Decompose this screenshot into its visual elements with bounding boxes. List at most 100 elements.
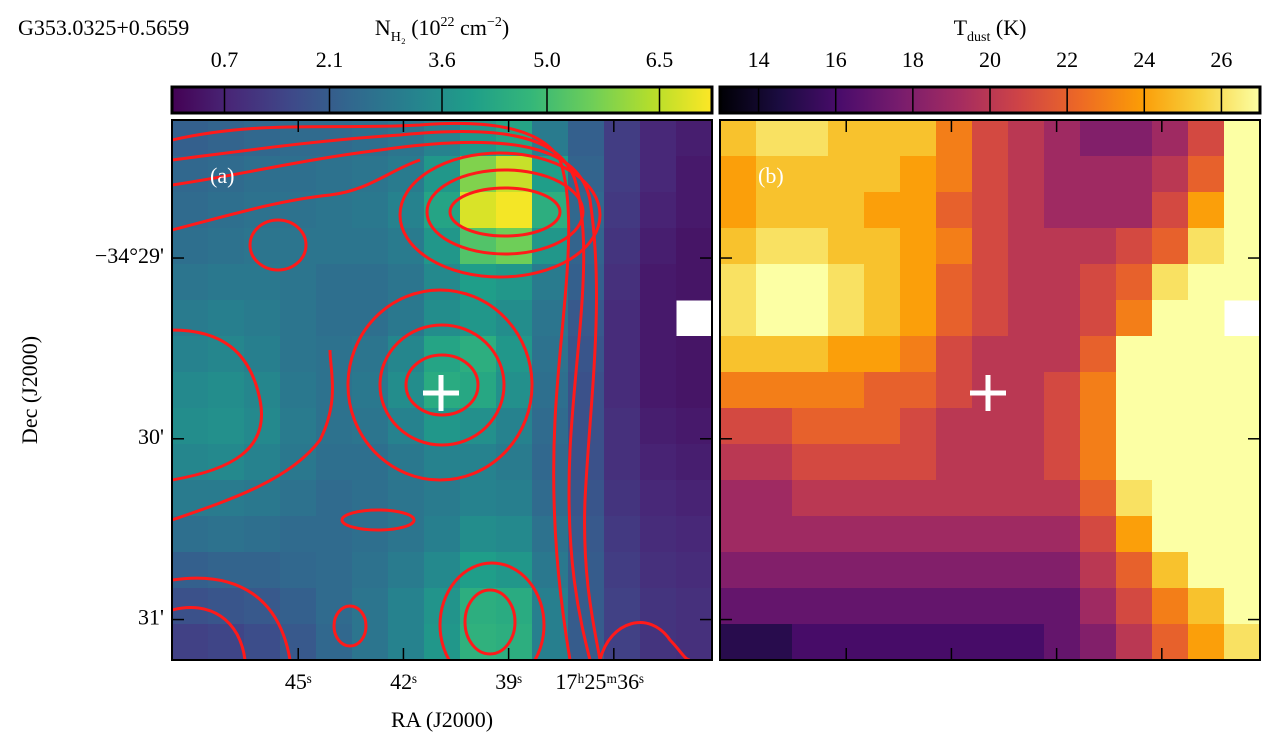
- pixel: [936, 156, 973, 193]
- pixel: [496, 480, 533, 517]
- pixel: [1188, 588, 1225, 625]
- pixel: [972, 156, 1009, 193]
- panel-frame: [171, 119, 713, 661]
- pixel: [1044, 372, 1081, 409]
- pixel: [720, 228, 757, 265]
- pixel: [1224, 120, 1261, 157]
- pixel: [1008, 228, 1045, 265]
- pixel: [864, 372, 901, 409]
- pixel: [936, 552, 973, 589]
- pixel: [1044, 516, 1081, 553]
- pixel: [208, 264, 245, 301]
- pixel: [1044, 588, 1081, 625]
- image-layer: [172, 120, 1261, 661]
- pixel: [1080, 516, 1117, 553]
- panel-label: (b): [758, 163, 784, 188]
- pixel: [936, 228, 973, 265]
- colorbar-tick-label: 5.0: [533, 47, 561, 72]
- pixel: [604, 552, 641, 589]
- pixel: [640, 552, 677, 589]
- pixel: [280, 588, 317, 625]
- pixel: [1188, 300, 1225, 337]
- colorbar-tick-label: 26: [1210, 47, 1232, 72]
- pixel: [864, 156, 901, 193]
- pixel: [864, 588, 901, 625]
- pixel: [676, 192, 713, 229]
- pixel: [1008, 372, 1045, 409]
- pixel: [756, 228, 793, 265]
- pixel: [1116, 444, 1153, 481]
- pixel: [828, 192, 865, 229]
- pixel: [172, 336, 209, 373]
- pixel: [388, 624, 425, 661]
- pixel: [936, 192, 973, 229]
- pixel: [720, 444, 757, 481]
- pixel: [756, 516, 793, 553]
- pixel: [1224, 372, 1261, 409]
- pixel: [936, 588, 973, 625]
- pixel: [1044, 408, 1081, 445]
- pixel: [316, 444, 353, 481]
- pixel: [568, 336, 605, 373]
- pixel: [280, 300, 317, 337]
- pixel: [900, 156, 937, 193]
- pixel: [460, 192, 497, 229]
- pixel: [388, 408, 425, 445]
- pixel: [720, 624, 757, 661]
- pixel: [676, 120, 713, 157]
- pixel: [1116, 408, 1153, 445]
- pixel: [352, 516, 389, 553]
- pixel: [792, 408, 829, 445]
- pixel: [352, 300, 389, 337]
- pixel: [936, 480, 973, 517]
- pixel: [604, 192, 641, 229]
- pixel: [1116, 372, 1153, 409]
- pixel: [676, 588, 713, 625]
- pixel: [532, 480, 569, 517]
- pixel: [756, 264, 793, 301]
- pixel: [1080, 624, 1117, 661]
- pixel: [1080, 228, 1117, 265]
- colorbar-tick-label: 0.7: [211, 47, 239, 72]
- pixel: [864, 408, 901, 445]
- pixel: [208, 480, 245, 517]
- pixel: [640, 120, 677, 157]
- pixel: [604, 120, 641, 157]
- pixel: [352, 192, 389, 229]
- pixel: [208, 192, 245, 229]
- pixel: [792, 120, 829, 157]
- pixel: [1188, 156, 1225, 193]
- pixel: [316, 516, 353, 553]
- pixel: [1008, 300, 1045, 337]
- panel-frame: [719, 119, 1261, 661]
- pixel: [972, 336, 1009, 373]
- x-tick-label: 17ʰ25ᵐ36ˢ: [555, 669, 644, 694]
- pixel: [864, 336, 901, 373]
- pixel: [792, 336, 829, 373]
- pixel: [244, 624, 281, 661]
- pixel: [1008, 444, 1045, 481]
- pixel: [828, 264, 865, 301]
- pixel: [900, 480, 937, 517]
- pixel: [900, 228, 937, 265]
- pixel: [316, 480, 353, 517]
- pixel: [756, 300, 793, 337]
- pixel: [1008, 336, 1045, 373]
- pixel: [352, 588, 389, 625]
- pixel: [756, 120, 793, 157]
- pixel: [720, 588, 757, 625]
- pixel: [756, 480, 793, 517]
- pixel: [864, 264, 901, 301]
- pixel: [900, 516, 937, 553]
- pixel: [936, 624, 973, 661]
- pixel: [720, 264, 757, 301]
- pixel: [604, 264, 641, 301]
- pixel: [720, 516, 757, 553]
- pixel: [972, 300, 1009, 337]
- pixel: [640, 516, 677, 553]
- pixel: [568, 300, 605, 337]
- pixel: [244, 552, 281, 589]
- pixel: [460, 408, 497, 445]
- pixel: [604, 624, 641, 661]
- pixel: [1116, 120, 1153, 157]
